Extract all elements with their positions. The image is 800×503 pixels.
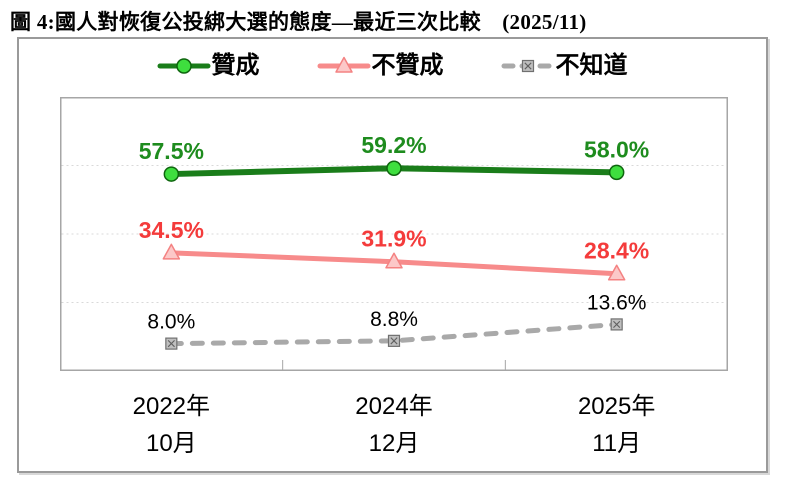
- green-circle-marker-icon: [163, 166, 180, 182]
- legend-label-disapprove: 不贊成: [371, 52, 444, 79]
- gray-square-x-marker-icon: [501, 59, 554, 73]
- marker-x-stroke: [167, 340, 175, 348]
- pink-triangle-marker-icon: [385, 252, 403, 269]
- x-axis-label-line: 11月: [592, 430, 642, 457]
- legend-label-approve: 贊成: [211, 52, 260, 79]
- x-axis-labels: 2022年 10月 2024年 12月 2025年 11月: [60, 388, 728, 470]
- line-chart-canvas: 57.5% 59.2% 58.0% 34.5% 31.9% 28.4% 8.0% 8.8% 13…: [60, 97, 728, 371]
- green-circle-marker-icon: [175, 58, 192, 74]
- chart-frame: 贊成 不贊成 不知道 57.5% 59.2% 58.0% 34.5% 31.9% 28.4…: [17, 37, 768, 473]
- figure-title: 圖 4:國人對恢復公投綁大選的態度—最近三次比較 (2025/11): [10, 10, 587, 34]
- value-label: 59.2%: [361, 132, 426, 158]
- pink-triangle-marker-icon: [162, 243, 181, 260]
- legend-label-unknown: 不知道: [555, 52, 628, 79]
- chart-legend: 贊成 不贊成 不知道: [19, 50, 766, 82]
- x-axis-label-line: 10月: [145, 430, 197, 457]
- value-label: 34.5%: [139, 217, 204, 243]
- x-axis-label: 2025年 11月: [527, 388, 707, 462]
- x-axis-label-line: 2024年: [355, 393, 433, 420]
- pink-triangle-marker-icon: [317, 56, 370, 73]
- green-circle-marker-icon: [608, 164, 625, 181]
- x-axis-label-line: 2022年: [132, 393, 211, 420]
- marker-x-stroke: [523, 62, 532, 70]
- value-label: 28.4%: [584, 238, 649, 264]
- value-label: 8.0%: [147, 311, 195, 334]
- x-axis-label: 2024年 12月: [304, 388, 484, 462]
- value-label: 8.8%: [370, 308, 418, 331]
- marker-x-stroke: [390, 337, 398, 345]
- legend-item-approve: 贊成: [157, 52, 260, 79]
- value-label: 31.9%: [361, 226, 426, 252]
- series-line-2: [168, 321, 620, 347]
- plot-area: 57.5% 59.2% 58.0% 34.5% 31.9% 28.4% 8.0% 8.8% 13…: [60, 97, 728, 371]
- legend-item-unknown: 不知道: [501, 52, 628, 79]
- marker-x-stroke: [613, 320, 621, 329]
- value-label: 13.6%: [587, 291, 647, 314]
- x-axis-label: 2022年 10月: [81, 388, 261, 462]
- pink-triangle-marker-icon: [334, 56, 353, 73]
- x-axis-label-line: 2025年: [577, 393, 656, 420]
- x-axis-label-line: 12月: [368, 430, 420, 457]
- green-circle-marker-icon: [386, 160, 402, 176]
- pink-triangle-marker-icon: [607, 264, 626, 281]
- legend-item-disapprove: 不贊成: [317, 52, 444, 79]
- value-label: 58.0%: [584, 136, 649, 162]
- value-label: 57.5%: [139, 138, 204, 164]
- green-circle-marker-icon: [157, 58, 210, 74]
